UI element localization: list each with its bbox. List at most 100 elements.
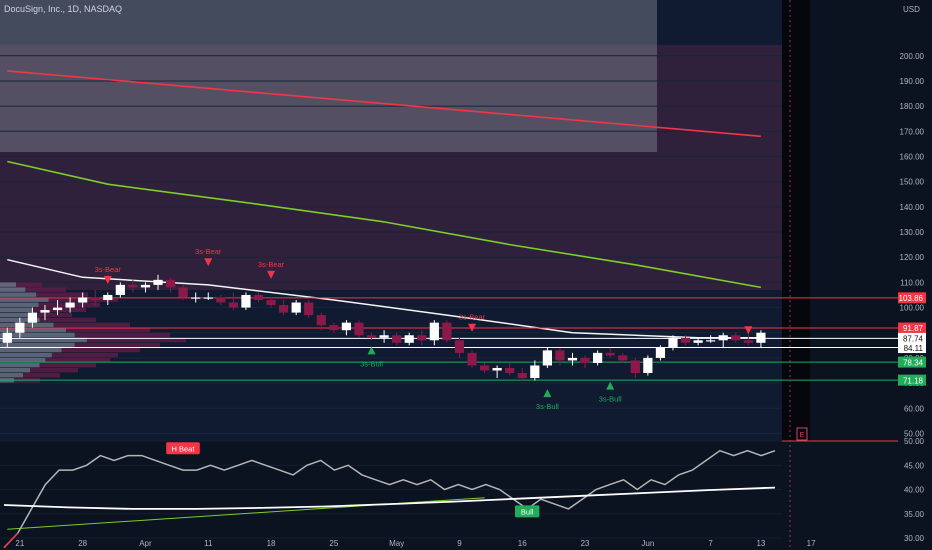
price-axis-label: 140.00 (900, 203, 925, 212)
bear-signal-label: 3s-Bear (95, 265, 122, 274)
candle-body (492, 367, 502, 371)
candle-body (404, 335, 414, 343)
price-axis-label: 50.00 (904, 429, 925, 438)
price-level-tag-text: 91.87 (903, 324, 924, 333)
price-level-tag (898, 374, 926, 386)
candle-body (467, 352, 477, 366)
candle-body (731, 335, 741, 341)
price-axis-label: 120.00 (900, 253, 925, 262)
price-level-tag-text: 87.74 (903, 335, 924, 344)
price-axis-label: 160.00 (900, 152, 925, 161)
candle-body (454, 340, 465, 353)
volume-profile-bar (25, 287, 66, 292)
candle-body (630, 360, 640, 374)
bull-signal-label: 3s-Bull (536, 402, 559, 411)
volume-profile-bar (51, 352, 118, 358)
candle-body (253, 294, 264, 300)
candle-body (366, 335, 377, 338)
candle-body (341, 322, 352, 331)
candle-body (517, 373, 527, 379)
volume-profile-bar (0, 337, 87, 343)
price-axis-label: 100.00 (900, 304, 925, 313)
candle-body (718, 335, 728, 341)
volume-profile-bar (39, 317, 96, 323)
time-axis-label: May (389, 539, 404, 548)
rsi-axis-label: 40.00 (904, 486, 925, 495)
candle-body (178, 287, 188, 298)
volume-profile-bar (0, 367, 31, 373)
candle-body (743, 340, 753, 343)
ema-green-line (7, 160, 762, 289)
candle-body (417, 335, 427, 341)
rsi-pane: H Beat Bull 30.00 35.00 40.00 45.00 50.00 21 28 A… (0, 437, 925, 549)
candle-body (505, 367, 515, 374)
rsi-axis-label: 50.00 (904, 437, 925, 446)
currency-label: USD (903, 5, 920, 14)
bull-signal-triangle (606, 381, 615, 390)
candle-body (655, 347, 666, 358)
volume-profile-bar (0, 357, 46, 363)
time-axis-label: 7 (708, 539, 713, 548)
price-level-tag-text: 84.11 (904, 344, 924, 353)
price-axis-label: 200.00 (900, 52, 925, 61)
candle-body (555, 350, 565, 361)
candle-body (65, 302, 75, 308)
chart-title: DocuSign, Inc., 1D, NASDAQ (4, 4, 122, 14)
candle-body (115, 284, 125, 295)
volume-profile-bar (0, 292, 37, 297)
candle-body (668, 337, 678, 348)
rsi-axis-label: 35.00 (904, 510, 925, 519)
volume-profile-bar (86, 337, 186, 343)
candle-body (2, 332, 12, 343)
future-area (782, 0, 810, 441)
volume-profile-bar (66, 327, 150, 333)
price-level-tag-text: 78.34 (903, 358, 924, 367)
candle-body (291, 302, 301, 313)
candle-body (228, 302, 238, 308)
candle-body (216, 297, 226, 303)
rsi-signal-badge-text: Bull (521, 507, 534, 516)
rsi-line (3, 449, 776, 549)
candle-body (78, 297, 88, 303)
candle-body (756, 332, 766, 343)
rsi-signal-badge-text: H Beat (172, 444, 196, 453)
candle-body (580, 357, 590, 363)
earnings-marker-icon: E (800, 432, 805, 439)
rsi-oversold-segment (3, 532, 19, 549)
candle-body (354, 322, 364, 336)
time-axis-label: 21 (15, 539, 24, 548)
volume-profile-bar (0, 302, 39, 307)
volume-profile-bar (0, 327, 66, 333)
volume-profile-bar (0, 297, 49, 302)
price-level-tag-text: 71.18 (903, 376, 924, 385)
price-level-tag-text: 103.86 (899, 294, 924, 303)
volume-profile-bar (74, 332, 170, 338)
candle-body (442, 322, 452, 341)
price-axis-label: 60.00 (904, 404, 925, 413)
rsi-signal-badge (166, 442, 200, 455)
candle-body (165, 279, 176, 288)
time-axis-label: 11 (204, 539, 213, 548)
volume-profile-bar (0, 322, 54, 328)
volume-profile-bar (61, 347, 140, 353)
volume-profile-bar (30, 367, 79, 373)
candle-body (191, 297, 201, 299)
candle-body (567, 357, 578, 361)
candle-body (618, 355, 628, 361)
candle-body (542, 350, 552, 366)
candle-body (90, 297, 100, 300)
rsi-axis-label: 30.00 (904, 534, 925, 543)
candle-body (128, 284, 138, 288)
bear-signal-triangle (267, 270, 276, 279)
bear-signal-triangle (744, 326, 753, 335)
bear-signal-label: 3s-Bear (195, 247, 222, 256)
premium-zone (0, 45, 782, 290)
bear-signal-label: 3s-Bear (258, 260, 285, 269)
candle-body (15, 322, 25, 333)
candle-body (643, 357, 653, 374)
candle-body (279, 305, 289, 313)
bull-signal-triangle (367, 346, 376, 355)
candle-body (530, 365, 540, 379)
